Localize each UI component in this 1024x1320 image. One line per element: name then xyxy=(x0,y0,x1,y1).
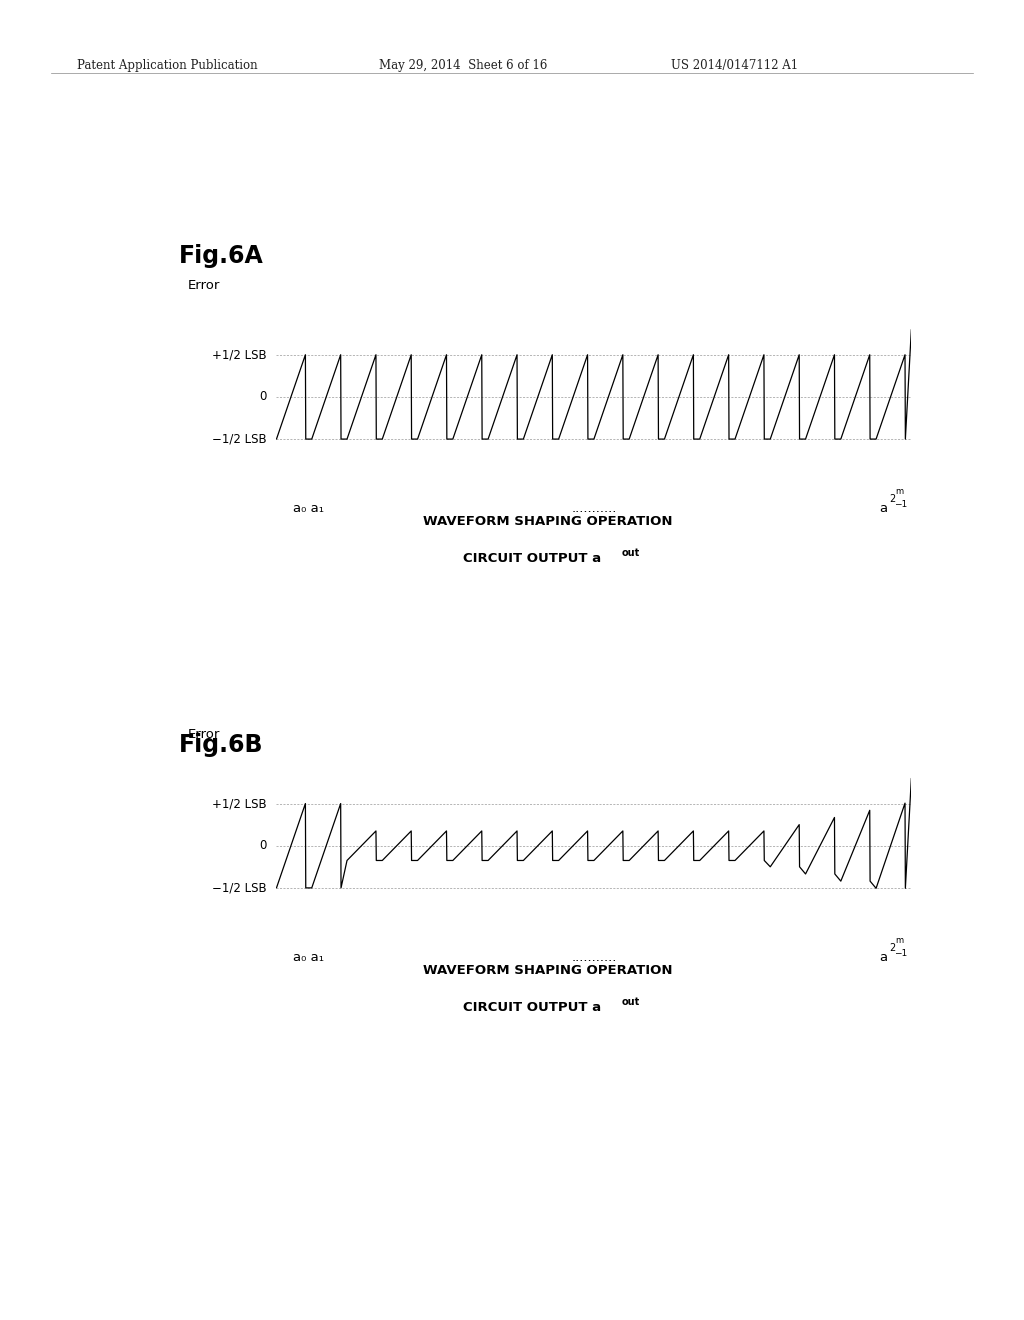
Text: ...........: ........... xyxy=(571,502,616,515)
Text: a: a xyxy=(880,950,888,964)
Text: ...........: ........... xyxy=(571,950,616,964)
Text: +1/2 LSB: +1/2 LSB xyxy=(212,797,267,810)
Text: Patent Application Publication: Patent Application Publication xyxy=(77,59,257,73)
Text: a₀ a₁: a₀ a₁ xyxy=(293,502,324,515)
Text: 2: 2 xyxy=(889,944,895,953)
Text: a₀ a₁: a₀ a₁ xyxy=(293,950,324,964)
Text: m: m xyxy=(895,936,903,945)
Text: out: out xyxy=(622,548,640,558)
Text: Fig.6A: Fig.6A xyxy=(179,244,264,268)
Text: m: m xyxy=(895,487,903,496)
Text: −1/2 LSB: −1/2 LSB xyxy=(212,433,267,446)
Text: Error: Error xyxy=(187,279,220,292)
Text: −1: −1 xyxy=(894,500,907,510)
Text: CIRCUIT OUTPUT a: CIRCUIT OUTPUT a xyxy=(464,552,601,565)
Text: Error: Error xyxy=(187,727,220,741)
Text: +1/2 LSB: +1/2 LSB xyxy=(212,348,267,362)
Text: WAVEFORM SHAPING OPERATION: WAVEFORM SHAPING OPERATION xyxy=(423,515,673,528)
Text: CIRCUIT OUTPUT a: CIRCUIT OUTPUT a xyxy=(464,1001,601,1014)
Text: a: a xyxy=(880,502,888,515)
Text: US 2014/0147112 A1: US 2014/0147112 A1 xyxy=(671,59,798,73)
Text: 0: 0 xyxy=(259,391,267,404)
Text: 2: 2 xyxy=(889,495,895,504)
Text: WAVEFORM SHAPING OPERATION: WAVEFORM SHAPING OPERATION xyxy=(423,964,673,977)
Text: 0: 0 xyxy=(259,840,267,853)
Text: out: out xyxy=(622,997,640,1007)
Text: −1/2 LSB: −1/2 LSB xyxy=(212,882,267,895)
Text: May 29, 2014  Sheet 6 of 16: May 29, 2014 Sheet 6 of 16 xyxy=(379,59,547,73)
Text: Fig.6B: Fig.6B xyxy=(179,733,264,756)
Text: −1: −1 xyxy=(894,949,907,958)
